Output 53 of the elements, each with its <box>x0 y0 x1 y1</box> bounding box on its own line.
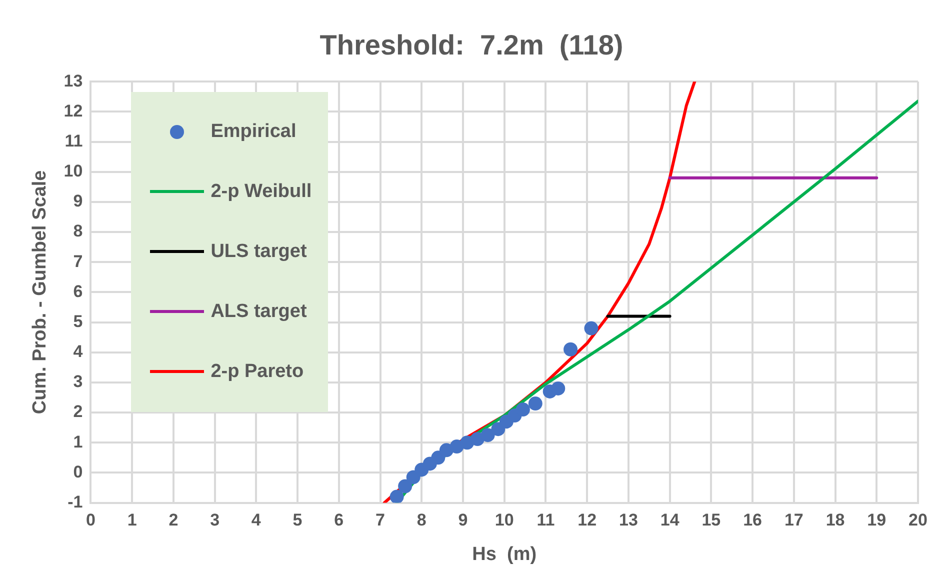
x-tick-label: 12 <box>578 510 597 530</box>
x-tick-label: 18 <box>826 510 845 530</box>
y-tick-label: 6 <box>73 282 83 301</box>
point <box>551 381 566 396</box>
x-tick-label: 17 <box>784 510 804 530</box>
y-tick-label: 3 <box>73 372 83 392</box>
y-tick-label: 13 <box>64 71 83 90</box>
point <box>491 422 506 436</box>
point <box>528 396 542 411</box>
x-axis-title: Hs (m) <box>472 544 537 565</box>
point <box>480 428 495 442</box>
y-tick-label: 11 <box>64 131 83 150</box>
x-tick-label: 6 <box>334 510 344 530</box>
x-tick-label: 15 <box>702 510 721 530</box>
y-tick-label: 7 <box>73 252 83 271</box>
legend-label: 2-p Weibull <box>210 180 312 203</box>
x-tick-label: 5 <box>292 510 302 530</box>
x-tick-label: 20 <box>908 510 928 530</box>
point <box>584 321 598 336</box>
x-tick-label: 16 <box>743 510 762 530</box>
x-tick-label: 4 <box>251 510 262 530</box>
y-tick-label: 1 <box>73 432 83 452</box>
x-tick-label: 13 <box>618 510 638 530</box>
x-tick-label: 10 <box>494 510 514 530</box>
point <box>398 479 412 494</box>
y-tick-label: 8 <box>73 222 83 241</box>
y-tick-label: 9 <box>73 192 83 211</box>
y-tick-label: -1 <box>68 492 83 512</box>
legend-label: ULS target <box>210 240 307 263</box>
x-tick-label: 2 <box>168 510 178 530</box>
y-axis-title: Cum. Prob. - Gumbel Scale <box>30 170 51 414</box>
legend-label: Empirical <box>210 120 296 143</box>
y-tick-label: 4 <box>73 342 84 362</box>
x-tick-label: 3 <box>210 510 220 530</box>
x-tick-label: 1 <box>127 510 137 530</box>
y-tick-label: 5 <box>73 312 83 331</box>
point <box>390 490 404 503</box>
x-tick-label: 19 <box>867 510 886 530</box>
y-tick-label: 0 <box>73 462 83 482</box>
x-tick-label: 0 <box>86 510 96 530</box>
x-tick-label: 14 <box>660 510 680 530</box>
legend-label: 2-p Pareto <box>210 360 304 383</box>
x-tick-label: 7 <box>376 510 385 530</box>
x-tick-label: 11 <box>536 510 555 530</box>
y-tick-label: 10 <box>64 162 83 181</box>
x-tick-label: 9 <box>458 510 468 530</box>
chart-title: Threshold: 7.2m (118) <box>320 30 624 61</box>
y-tick-label: 2 <box>73 402 83 422</box>
x-tick-label: 8 <box>416 510 426 530</box>
point <box>564 342 578 356</box>
y-tick-label: 12 <box>64 101 83 120</box>
legend-label: ALS target <box>210 300 307 323</box>
point <box>516 402 530 417</box>
